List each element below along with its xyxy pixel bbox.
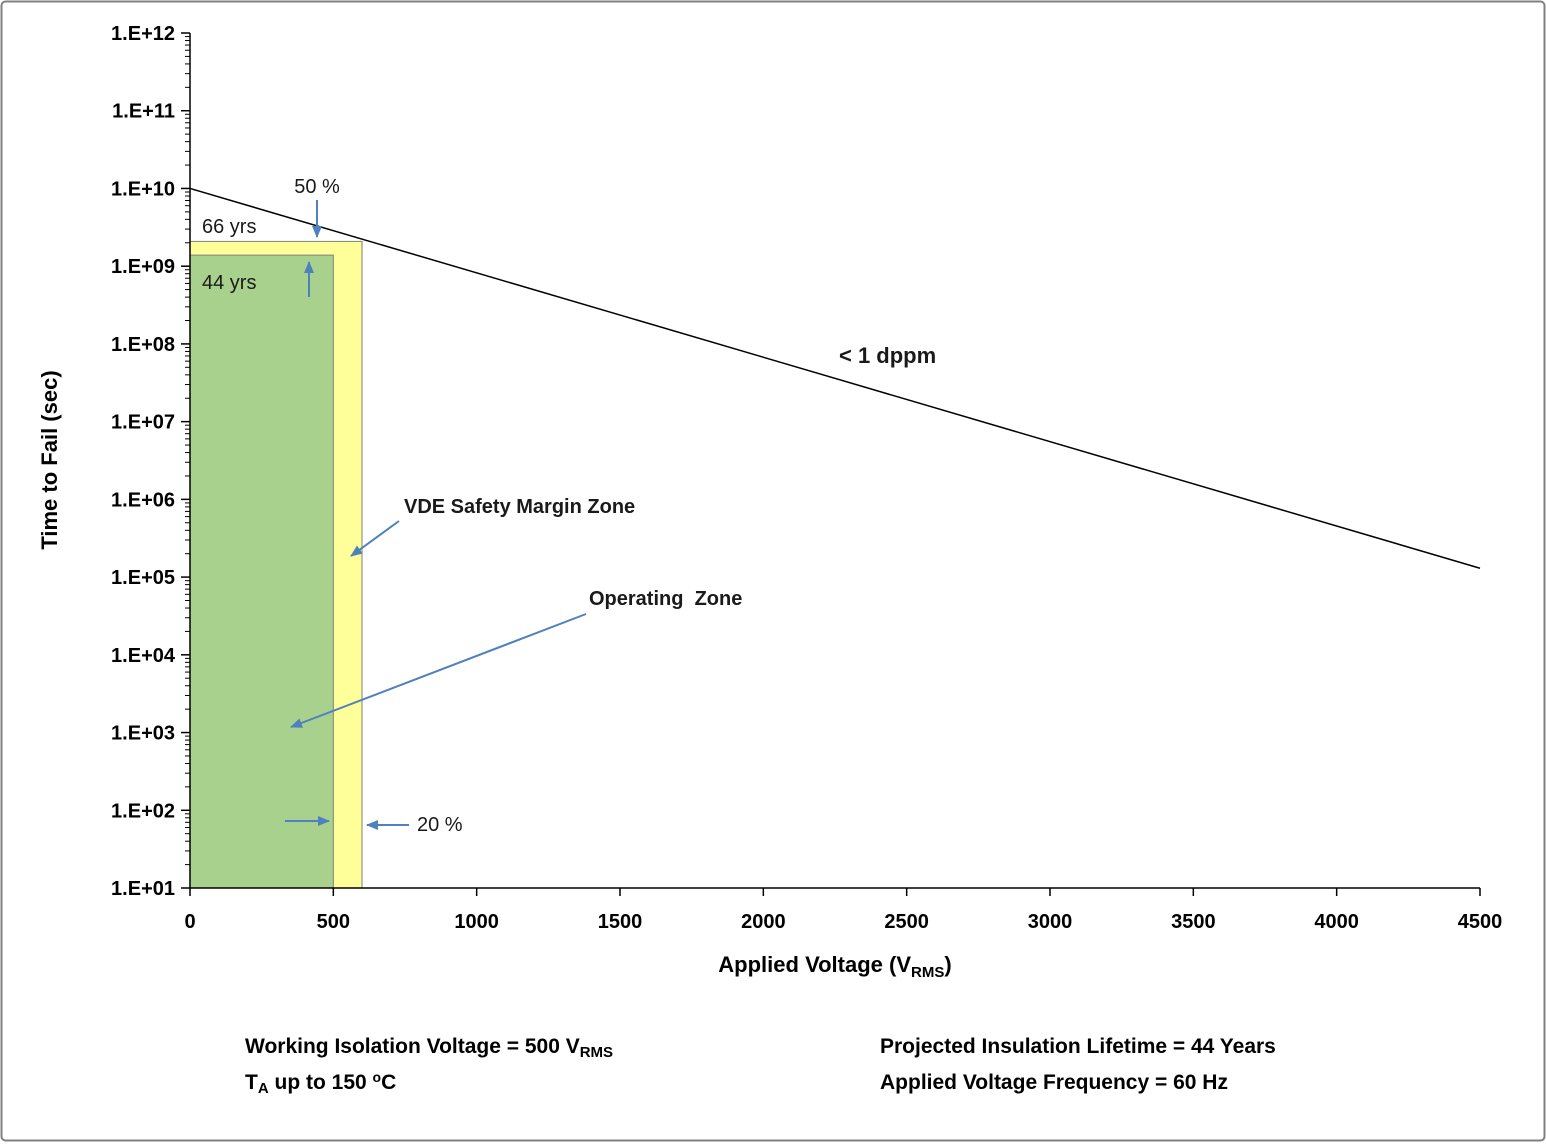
footer-temperature-t: T — [245, 1071, 258, 1094]
footer-working-voltage-subscript: RMS — [580, 1044, 613, 1061]
failure-line-layer — [189, 187, 1481, 569]
footer-temperature-mid: up to 150 — [269, 1071, 373, 1094]
annotation-dppm: < 1 dppm — [839, 343, 936, 368]
arrow-vde-zone — [350, 520, 400, 557]
annotation-vde-zone: VDE Safety Margin Zone — [404, 496, 635, 518]
x-tick-label: 2000 — [741, 911, 786, 933]
y-tick-label: 1.E+05 — [111, 567, 175, 589]
x-tick-label: 2500 — [884, 911, 929, 933]
x-tick-label: 1000 — [454, 911, 499, 933]
x-axis-title: Applied Voltage (VRMS) — [718, 952, 951, 981]
footer-working-voltage: Working Isolation Voltage = 500 VRMS — [245, 1035, 613, 1061]
tick-labels-layer: 1.E+01 1.E+02 1.E+03 1.E+04 1.E+05 1.E+06 1.E+… — [111, 23, 1502, 933]
footer-frequency: Applied Voltage Frequency = 60 Hz — [880, 1071, 1228, 1094]
y-tick-label: 1.E+01 — [111, 878, 175, 900]
x-tick-label: 3500 — [1171, 911, 1216, 933]
y-tick-label: 1.E+04 — [111, 645, 176, 667]
y-tick-label: 1.E+08 — [111, 334, 175, 356]
axes-layer — [181, 32, 1481, 896]
zones-layer — [189, 240, 363, 889]
annotation-operating-zone: Operating Zone — [589, 588, 742, 610]
footer-working-voltage-main: Working Isolation Voltage = 500 V — [245, 1035, 580, 1058]
y-axis-title: Time to Fail (sec) — [37, 370, 62, 549]
y-tick-label: 1.E+03 — [111, 723, 175, 745]
x-axis-title-main: Applied Voltage (V — [718, 952, 911, 977]
annotation-50-percent: 50 % — [294, 176, 340, 198]
annotation-20-percent: 20 % — [417, 814, 463, 836]
footer-temperature: TA up to 150 oC — [245, 1069, 396, 1097]
footer-temperature-c: C — [381, 1071, 396, 1094]
annotation-44-yrs: 44 yrs — [202, 272, 256, 294]
annotation-66-yrs: 66 yrs — [202, 216, 256, 238]
footer-temperature-degree: o — [373, 1069, 382, 1085]
x-tick-label: 0 — [184, 911, 195, 933]
y-tick-label: 1.E+02 — [111, 800, 175, 822]
x-axis-title-end: ) — [944, 952, 951, 977]
x-tick-label: 500 — [317, 911, 350, 933]
y-tick-label: 1.E+10 — [111, 178, 175, 200]
operating-zone — [189, 254, 334, 889]
y-tick-label: 1.E+09 — [111, 256, 175, 278]
y-tick-label: 1.E+11 — [112, 101, 175, 123]
y-tick-label: 1.E+12 — [111, 23, 175, 45]
y-tick-label: 1.E+07 — [111, 412, 175, 434]
x-tick-label: 3000 — [1028, 911, 1073, 933]
x-tick-label: 4500 — [1458, 911, 1503, 933]
footer-lifetime: Projected Insulation Lifetime = 44 Years — [880, 1035, 1276, 1058]
x-axis-title-subscript: RMS — [911, 964, 944, 981]
footer-temperature-subscript: A — [258, 1080, 269, 1097]
x-tick-label: 4000 — [1314, 911, 1359, 933]
arrow-operating-zone — [290, 613, 587, 728]
y-tick-label: 1.E+06 — [111, 489, 175, 511]
x-tick-label: 1500 — [598, 911, 643, 933]
failure-rate-line — [189, 187, 1481, 569]
